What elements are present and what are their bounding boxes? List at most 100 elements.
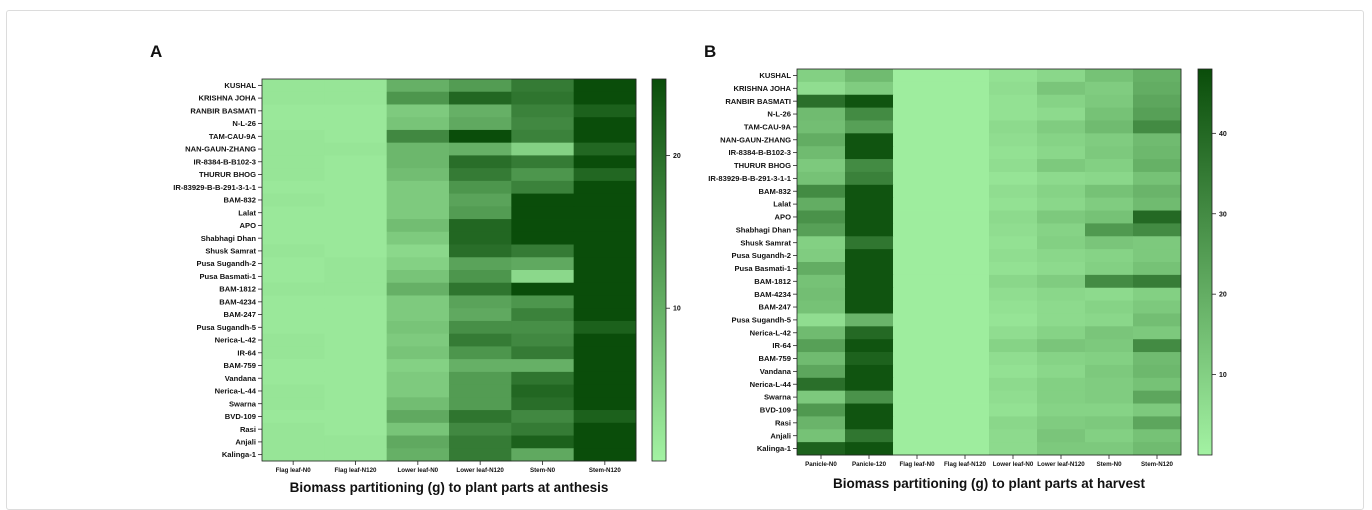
- heatmap-cell: [1085, 377, 1134, 392]
- heatmap-cell: [262, 91, 325, 105]
- heatmap-cell: [941, 262, 990, 276]
- heatmap-cell: [573, 129, 637, 144]
- row-label: KRISHNA JOHA: [733, 84, 791, 93]
- heatmap-cell: [845, 81, 894, 96]
- heatmap-cell: [989, 171, 1038, 186]
- heatmap-cell: [797, 377, 846, 392]
- heatmap-cell: [449, 410, 512, 424]
- colorbar-tick-label: 10: [673, 306, 681, 313]
- heatmap-cell: [845, 107, 894, 121]
- heatmap-cell: [989, 184, 1038, 199]
- heatmap-cell: [797, 390, 846, 404]
- heatmap-cell: [386, 333, 450, 347]
- heatmap-cell: [1037, 197, 1086, 211]
- column-label: Lower leaf-N120: [1037, 461, 1085, 468]
- row-label: BAM-4234: [754, 290, 791, 299]
- heatmap-cell: [262, 104, 325, 118]
- heatmap-cell: [1133, 442, 1182, 456]
- heatmap-cell: [797, 120, 846, 134]
- heatmap-cell: [386, 231, 450, 245]
- heatmap-cell: [989, 159, 1038, 173]
- heatmap-cell: [262, 231, 325, 245]
- heatmap-cell: [511, 295, 575, 309]
- heatmap-cell: [1037, 352, 1086, 366]
- heatmap-cell: [845, 326, 894, 340]
- heatmap-cell: [797, 416, 846, 430]
- heatmap-cell: [1133, 300, 1182, 314]
- heatmap-cell: [797, 223, 846, 237]
- heatmap-cell: [845, 403, 894, 417]
- heatmap-cell: [1037, 171, 1086, 186]
- heatmap-cell: [262, 180, 325, 194]
- heatmap-cell: [1085, 274, 1134, 289]
- heatmap-cell: [511, 282, 575, 296]
- row-label: Nerica-L-44: [750, 380, 792, 389]
- heatmap-cell: [893, 339, 942, 353]
- heatmap-cell: [386, 295, 450, 309]
- heatmap-cell: [893, 184, 942, 199]
- heatmap-cell: [573, 282, 637, 296]
- heatmap-cell: [1085, 107, 1134, 121]
- heatmap-cell: [386, 384, 450, 398]
- panel-b-letter: B: [704, 42, 717, 61]
- heatmap-cell: [797, 262, 846, 276]
- heatmap-cell: [1037, 416, 1086, 430]
- heatmap-cell: [989, 377, 1038, 392]
- heatmap-cell: [989, 69, 1038, 83]
- row-label: IR-64: [237, 348, 256, 357]
- heatmap-cell: [386, 448, 450, 462]
- heatmap-cell: [262, 346, 325, 360]
- heatmap-cell: [449, 142, 512, 156]
- row-label: N-L-26: [767, 110, 791, 119]
- heatmap-cell: [573, 422, 637, 436]
- heatmap-cell: [573, 206, 637, 220]
- heatmap-cell: [262, 282, 325, 296]
- heatmap-cell: [262, 155, 325, 169]
- heatmap-cell: [386, 180, 450, 194]
- heatmap-cell: [1133, 184, 1182, 199]
- heatmap-cell: [797, 403, 846, 417]
- heatmap-cell: [941, 120, 990, 134]
- heatmap-cell: [262, 142, 325, 156]
- heatmap-cell: [511, 117, 575, 131]
- heatmap-cell: [449, 168, 512, 182]
- heatmap-cell: [449, 193, 512, 207]
- column-label: Lower leaf-N120: [456, 467, 504, 474]
- heatmap-cell: [797, 146, 846, 160]
- heatmap-cell: [989, 262, 1038, 276]
- heatmap-cell: [1037, 442, 1086, 456]
- heatmap-cell: [511, 168, 575, 182]
- heatmap-cell: [324, 384, 388, 398]
- heatmap-cell: [324, 422, 388, 436]
- heatmap-cell: [324, 91, 388, 105]
- heatmap-cell: [1133, 81, 1182, 96]
- heatmap-cell: [449, 244, 512, 258]
- heatmap-cell: [1133, 352, 1182, 366]
- heatmap-cell: [1085, 300, 1134, 314]
- row-label: IR-8384-B-B102-3: [194, 157, 256, 166]
- heatmap-cell: [893, 442, 942, 456]
- row-label: IR-83929-B-B-291-3-1-1: [173, 183, 256, 192]
- row-label: N-L-26: [232, 119, 256, 128]
- heatmap-cell: [573, 448, 637, 462]
- heatmap-cell: [386, 282, 450, 296]
- heatmap-cell: [845, 210, 894, 224]
- heatmap-cell: [1133, 120, 1182, 134]
- heatmap-cell: [1037, 429, 1086, 443]
- heatmap-cell: [573, 333, 637, 347]
- heatmap-cell: [573, 244, 637, 258]
- heatmap-cell: [449, 295, 512, 309]
- heatmap-cell: [262, 448, 325, 462]
- row-label: TAM-CAU-9A: [744, 123, 792, 132]
- heatmap-cell: [511, 244, 575, 258]
- heatmap-cell: [1133, 364, 1182, 379]
- heatmap-cell: [262, 333, 325, 347]
- heatmap-cell: [989, 146, 1038, 160]
- heatmap-cell: [262, 435, 325, 449]
- heatmap-cell: [262, 295, 325, 309]
- heatmap-cell: [386, 91, 450, 105]
- heatmap-cell: [1037, 262, 1086, 276]
- heatmap-cell: [511, 346, 575, 360]
- heatmap-cell: [573, 168, 637, 182]
- heatmap-cell: [797, 300, 846, 314]
